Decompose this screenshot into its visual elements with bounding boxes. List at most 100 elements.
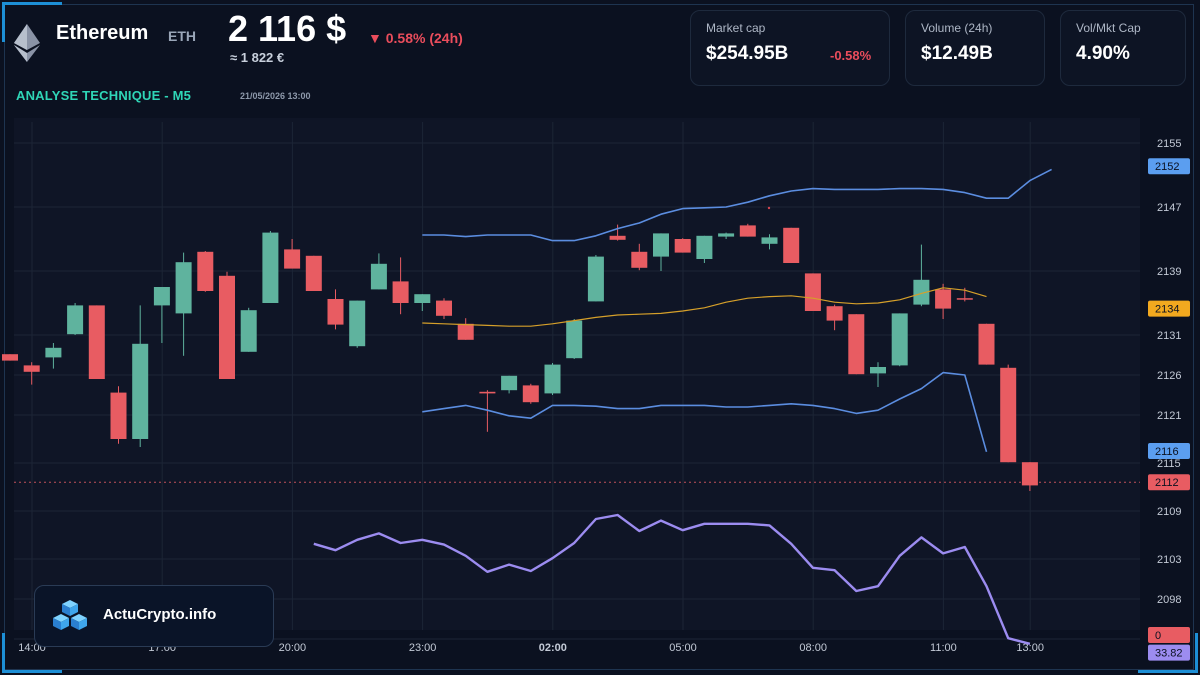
price-tick-label: 2126 [1157,370,1181,382]
candle-body [696,235,713,259]
candle-body [153,287,170,306]
brand-badge[interactable]: ActuCrypto.info [34,585,274,647]
candle-body [370,263,387,290]
market-cap-change: -0.58% [830,48,872,63]
candle-body [23,365,40,372]
candle-body [739,225,756,237]
candle-body [88,305,105,379]
candle-body [761,237,778,244]
volume-value: $12.49B [921,43,993,64]
bollinger-upper-line [422,168,1052,242]
candle-body [870,367,886,374]
candle-body [110,392,127,439]
candle-body [848,314,865,375]
price-tick-label: 2103 [1157,554,1181,566]
candle-body [956,298,973,300]
candle-body [262,232,279,303]
candle-body [913,279,930,305]
candle-body [175,262,192,314]
time-tick-label: 05:00 [669,642,697,654]
candle-body [436,300,452,316]
time-tick-label: 13:00 [1016,642,1044,654]
price-tick-label: 2147 [1157,202,1181,214]
frame-corner-bottom-left [2,633,62,673]
candle-body [327,299,344,325]
moving-average-line [422,287,987,327]
candle-body [67,305,84,335]
candle-body [587,256,604,302]
candle-body [783,227,800,263]
coin-name: Ethereum [56,22,149,44]
candle-body [566,320,583,359]
price-eur: ≈ 1 822 € [230,50,285,65]
candle-body [891,313,908,366]
time-tick-label: 20:00 [279,642,307,654]
price-tick-label: 2131 [1157,330,1181,342]
coin-ticker: ETH [168,28,196,44]
candle-body [479,391,496,394]
current-price: 2 116 $ [228,8,347,49]
candle-body [305,255,322,291]
candle-body [414,294,431,303]
candle-body [240,310,257,352]
candle-body [522,385,539,403]
volume-card: Volume (24h) $12.49B [905,10,1045,86]
market-cap-card: Market cap $254.95B -0.58% [690,10,890,86]
candle-body [609,235,626,240]
candle-body [197,251,214,291]
price-tag [1148,158,1190,175]
price-tag [1148,443,1190,459]
market-cap-value: $254.95B [706,43,789,64]
price-tick-label: 2139 [1157,266,1181,278]
price-change-24h: ▼ 0.58% (24h) [368,30,463,46]
price-tag-label: 2152 [1155,161,1179,173]
candle-body [219,275,235,379]
candle-body [653,233,669,257]
candle-body [718,233,735,237]
candle-body [804,273,821,311]
price-tag-label: 33.82 [1155,648,1183,660]
rsi-line [313,513,1031,645]
candle-body [284,249,301,269]
bollinger-lower-line [422,371,988,453]
candle-body [392,281,409,303]
candle-body [501,375,518,391]
frame-corner-bottom-right [1138,633,1198,673]
ethereum-logo-icon [14,24,40,62]
price-tag [1148,644,1190,661]
candle-body [674,239,691,253]
analysis-label: ANALYSE TECHNIQUE - M5 [16,88,192,103]
candle-body [1021,462,1038,486]
candle-body [2,354,18,361]
price-tick-label: 2098 [1157,594,1181,606]
candle-body [544,364,561,394]
price-tick-label: 2155 [1157,138,1181,150]
candle-body [349,300,366,347]
price-tag-label: 0 [1155,630,1161,642]
outer-frame [4,4,1194,670]
time-tick-label: 23:00 [409,642,437,654]
price-tag-label: 2112 [1155,477,1179,489]
candle-body [132,343,149,439]
candle-body [978,323,995,365]
candle-body [935,289,952,309]
price-tag [1148,627,1190,643]
price-tick-label: 2109 [1157,506,1181,518]
vol-mkt-cap-value: 4.90% [1076,43,1130,64]
candle-body [457,323,474,340]
time-tick-label: 02:00 [539,642,567,654]
candle-body [45,347,62,358]
price-tag-label: 2134 [1155,304,1179,316]
price-tick-label: 2115 [1157,458,1181,470]
price-tick-label: 2121 [1157,410,1181,422]
time-tick-label: 11:00 [930,642,957,654]
volume-label: Volume (24h) [921,21,993,35]
vol-mkt-cap-card: Vol/Mkt Cap 4.90% [1060,10,1186,86]
price-tag [1148,474,1190,491]
cubes-logo-icon [53,600,87,630]
price-tag-label: 2116 [1155,446,1179,458]
vol-mkt-cap-label: Vol/Mkt Cap [1076,21,1141,35]
candle-body [826,306,843,321]
candle-body [1000,367,1017,463]
